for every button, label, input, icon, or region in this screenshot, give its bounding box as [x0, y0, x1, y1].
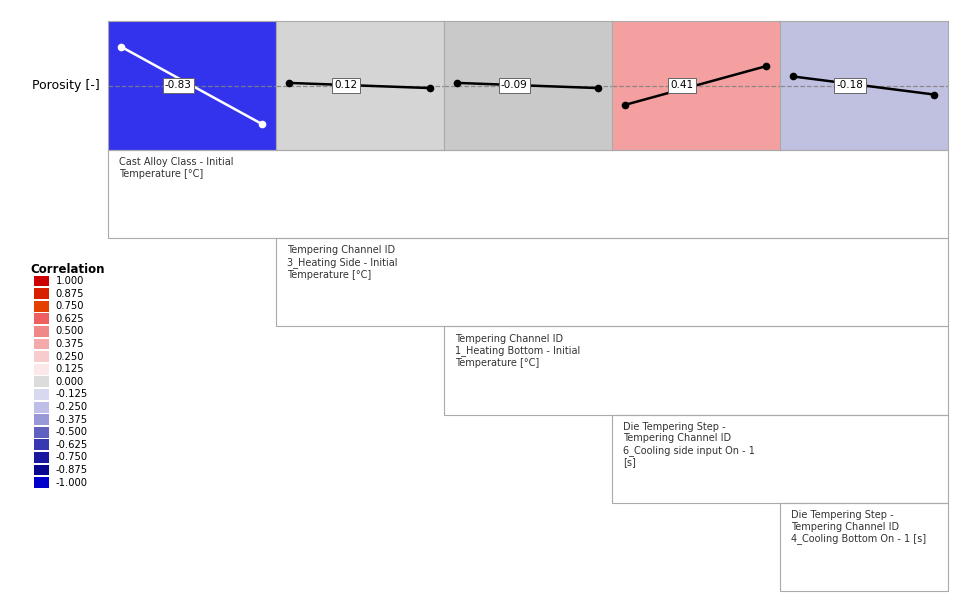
Text: 1.000: 1.000: [56, 276, 84, 286]
Text: 0.41: 0.41: [670, 80, 693, 91]
Text: Die Tempering Step -
Tempering Channel ID
6_Cooling side input On - 1
[s]: Die Tempering Step - Tempering Channel I…: [623, 422, 754, 467]
Text: 0.625: 0.625: [56, 314, 85, 324]
Text: -0.83: -0.83: [164, 80, 191, 91]
Text: Die Tempering Step -
Tempering Channel ID
4_Cooling Bottom On - 1 [s]: Die Tempering Step - Tempering Channel I…: [790, 510, 925, 544]
Text: Correlation: Correlation: [31, 263, 105, 276]
Text: -0.125: -0.125: [56, 389, 88, 400]
Text: 0.12: 0.12: [334, 80, 357, 91]
Text: 0.375: 0.375: [56, 339, 85, 349]
Text: -0.500: -0.500: [56, 427, 87, 437]
Text: Cast Alloy Class - Initial
Temperature [°C]: Cast Alloy Class - Initial Temperature […: [119, 157, 234, 179]
Text: -1.000: -1.000: [56, 478, 87, 488]
Text: -0.625: -0.625: [56, 440, 88, 450]
Text: Porosity [-]: Porosity [-]: [33, 79, 100, 92]
Text: 0.125: 0.125: [56, 364, 85, 374]
Text: -0.09: -0.09: [501, 80, 527, 91]
Text: -0.375: -0.375: [56, 415, 87, 425]
Text: -0.750: -0.750: [56, 452, 87, 463]
Text: -0.875: -0.875: [56, 465, 87, 475]
Text: Tempering Channel ID
1_Heating Bottom - Initial
Temperature [°C]: Tempering Channel ID 1_Heating Bottom - …: [455, 334, 579, 368]
Text: 0.875: 0.875: [56, 289, 85, 299]
Text: -0.250: -0.250: [56, 402, 87, 412]
Text: Tempering Channel ID
3_Heating Side - Initial
Temperature [°C]: Tempering Channel ID 3_Heating Side - In…: [287, 245, 397, 280]
Text: 0.000: 0.000: [56, 377, 84, 387]
Text: 0.500: 0.500: [56, 326, 84, 337]
Text: 0.250: 0.250: [56, 352, 85, 362]
Text: -0.18: -0.18: [836, 80, 863, 91]
Text: 0.750: 0.750: [56, 301, 85, 311]
